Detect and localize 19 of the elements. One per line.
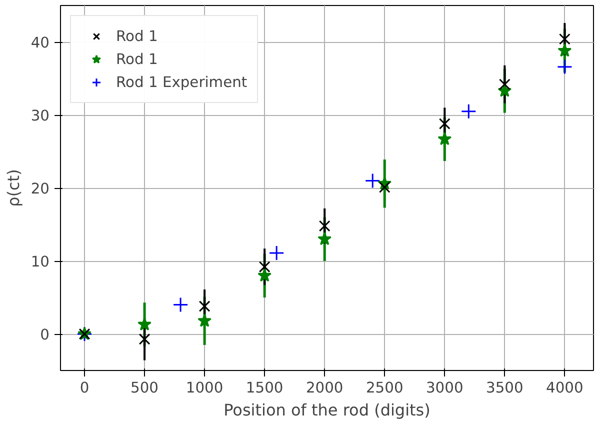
x-tick-label: 3000	[426, 380, 464, 396]
y-tick-label: 20	[30, 180, 50, 198]
legend-label: Rod 1	[116, 50, 158, 68]
x-tick-label: 500	[130, 380, 159, 396]
y-tick-label: 0	[40, 326, 50, 344]
legend-label: Rod 1	[116, 28, 158, 44]
x-axis-title: Position of the rod (digits)	[224, 400, 430, 420]
x-tick-label: 2500	[366, 380, 404, 396]
x-tick-label: 4000	[546, 380, 584, 396]
y-axis-title: ρ(ct)	[4, 169, 23, 207]
y-tick-label: 40	[30, 34, 50, 52]
x-tick-label: 1500	[246, 380, 284, 396]
x-tick-label: 0	[80, 380, 90, 396]
x-tick-label: 1000	[186, 380, 224, 396]
y-tick-label: 30	[30, 108, 50, 124]
x-tick-label: 3500	[486, 380, 524, 396]
x-tick-label: 2000	[306, 380, 344, 396]
legend-label: Rod 1 Experiment	[116, 74, 248, 90]
y-tick-label: 10	[30, 254, 50, 270]
